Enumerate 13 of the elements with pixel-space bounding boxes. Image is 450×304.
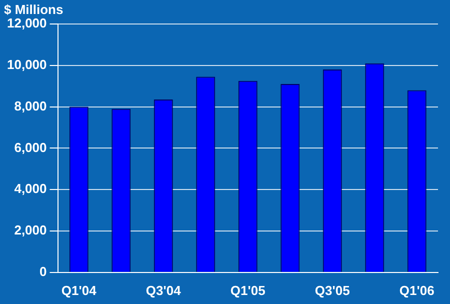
x-tick-label: Q1'05 xyxy=(230,282,266,298)
y-tick-label: 4,000 xyxy=(14,181,47,196)
x-tick-label: Q3'05 xyxy=(314,282,350,298)
y-tick-label: 6,000 xyxy=(14,140,47,155)
y-tick-label: 10,000 xyxy=(6,56,47,72)
y-tick-label: 8,000 xyxy=(14,98,47,114)
y-tick-label: 12,000 xyxy=(6,16,47,31)
x-tick-label: Q1'06 xyxy=(399,282,434,298)
y-tick-label: 2,000 xyxy=(14,222,47,238)
x-tick-label: Q3'04 xyxy=(146,282,182,298)
y-axis-title: $ Millions xyxy=(4,2,64,17)
x-tick-label: Q1'04 xyxy=(61,282,98,298)
y-tick-label: 0 xyxy=(40,264,47,279)
